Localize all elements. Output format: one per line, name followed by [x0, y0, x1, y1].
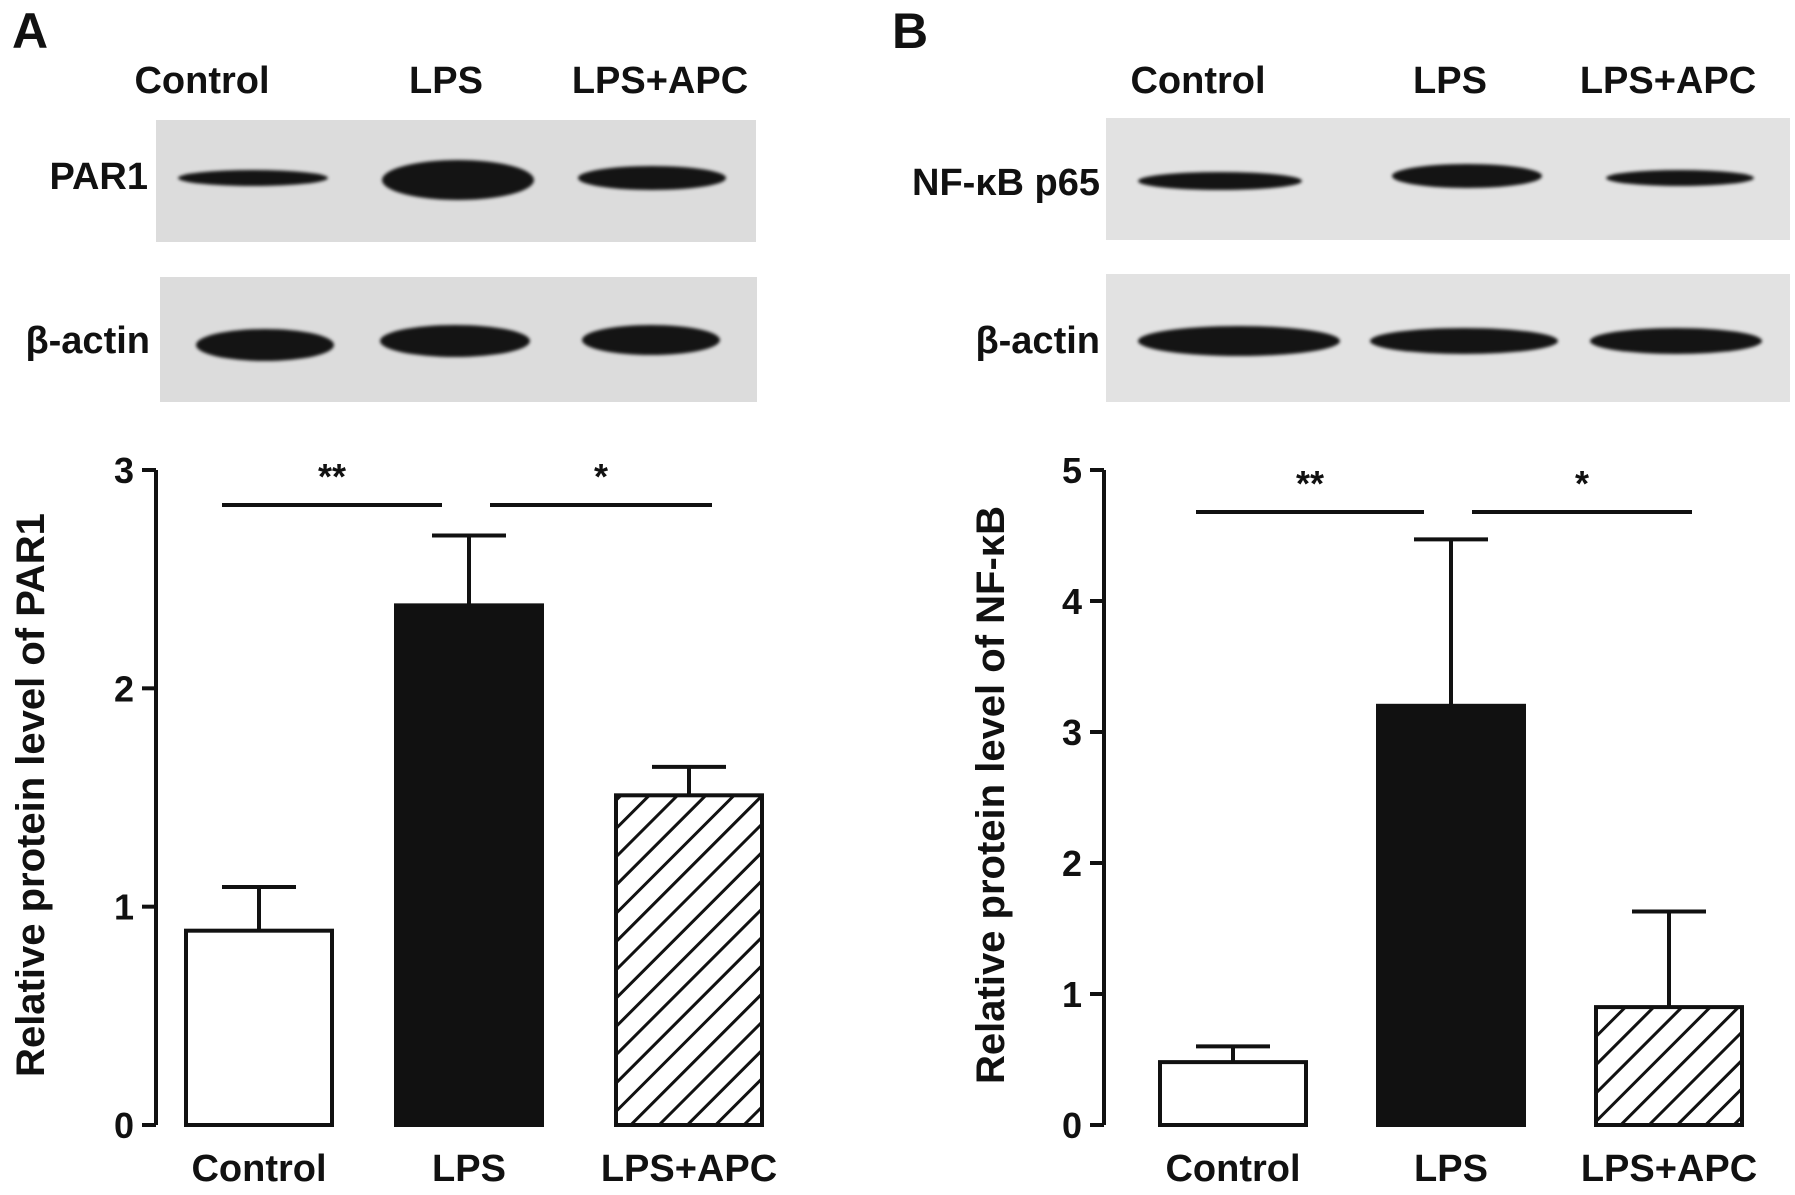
significance-label: * — [1575, 463, 1589, 504]
panel-letter-b: B — [892, 3, 929, 59]
y-axis-label: Relative protein level of NF-κB — [969, 506, 1013, 1084]
significance-label: ** — [1296, 463, 1324, 504]
lane-label-control-b: Control — [1130, 60, 1266, 102]
band-actin-a-control — [196, 329, 334, 361]
band-par1-lps-apc — [578, 166, 726, 190]
bar-control — [184, 928, 334, 1128]
lane-label-lps-b: LPS — [1413, 60, 1487, 102]
band-actin-a-lps — [380, 325, 530, 357]
y-tick-label: 2 — [1062, 843, 1082, 884]
bar-lps-apc — [1594, 1005, 1744, 1127]
lane-label-control: Control — [134, 60, 270, 102]
western-blot-beta-actin-a — [160, 277, 757, 402]
x-tick-label: LPS+APC — [1581, 1148, 1757, 1190]
lane-label-lps-apc-b: LPS+APC — [1579, 60, 1757, 102]
western-blot-beta-actin-b — [1106, 274, 1790, 402]
bar-control — [1158, 1060, 1308, 1127]
band-actin-b-lps-apc — [1590, 328, 1762, 354]
band-par1-control — [178, 170, 328, 186]
blot-row-label-beta-actin-b: β-actin — [975, 320, 1100, 362]
band-nfkb-lps-apc — [1606, 170, 1754, 186]
bar-lps-apc — [614, 793, 764, 1127]
significance-label: * — [594, 456, 608, 497]
blot-row-label-nfkb-p65: NF-κB p65 — [912, 162, 1100, 204]
y-tick-label: 5 — [1062, 450, 1082, 491]
x-tick-label: Control — [191, 1148, 326, 1190]
band-par1-lps — [382, 160, 534, 200]
x-tick-label: LPS — [432, 1148, 506, 1190]
x-tick-label: LPS — [1414, 1148, 1488, 1190]
blot-row-label-beta-actin: β-actin — [25, 320, 150, 362]
band-nfkb-lps — [1392, 164, 1542, 188]
y-tick-label: 4 — [1062, 581, 1082, 622]
bar-lps — [1376, 703, 1526, 1127]
band-actin-a-lps-apc — [582, 325, 720, 355]
y-tick-label: 0 — [1062, 1105, 1082, 1146]
y-tick-label: 0 — [114, 1105, 134, 1146]
y-tick-label: 1 — [1062, 974, 1082, 1015]
significance-label: ** — [318, 456, 346, 497]
y-axis-label: Relative protein level of PAR1 — [9, 513, 53, 1077]
lane-label-lps: LPS — [409, 60, 483, 102]
panel-letter-a: A — [12, 3, 49, 59]
band-nfkb-control — [1138, 172, 1302, 190]
bar-lps — [394, 603, 544, 1127]
x-tick-label: LPS+APC — [601, 1148, 777, 1190]
blot-row-label-par1: PAR1 — [49, 156, 148, 198]
y-tick-label: 3 — [1062, 712, 1082, 753]
y-tick-label: 3 — [114, 450, 134, 491]
lane-label-lps-apc: LPS+APC — [571, 60, 749, 102]
western-blot-par1 — [156, 120, 756, 242]
western-blot-nfkb-p65 — [1106, 118, 1790, 240]
band-actin-b-lps — [1370, 328, 1558, 354]
y-tick-label: 2 — [114, 668, 134, 709]
band-actin-b-control — [1138, 326, 1340, 356]
y-tick-label: 1 — [114, 887, 134, 928]
x-tick-label: Control — [1165, 1148, 1300, 1190]
